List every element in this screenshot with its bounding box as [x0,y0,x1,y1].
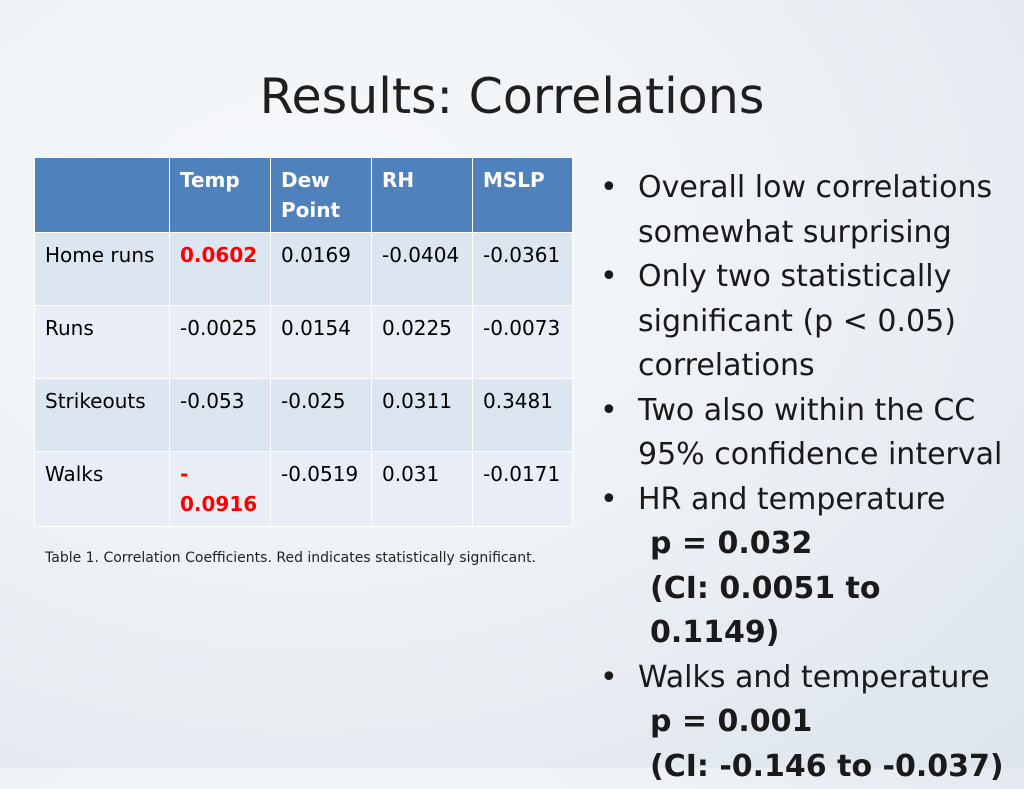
bullet-item: • Two also within the CC 95% confidence … [598,389,1008,478]
bullet-dot-icon: • [600,255,618,300]
bullet-dot-icon: • [600,478,618,523]
table-cell: 0.0169 [271,233,372,306]
bullet-text: Two also within the CC 95% confidence in… [638,393,1002,473]
table-row: Walks - 0.0916 -0.0519 0.031 -0.0171 [35,452,573,527]
table-caption: Table 1. Correlation Coefficients. Red i… [45,550,536,566]
correlation-table-container: Temp Dew Point RH MSLP Home runs 0.0602 … [34,157,573,527]
row-label: Walks [35,452,170,527]
bullet-detail: (CI: -0.146 to -0.037) [598,745,1008,789]
table-cell: -0.0361 [473,233,573,306]
bullet-list: • Overall low correlations somewhat surp… [598,166,1008,789]
table-cell: 0.0154 [271,306,372,379]
bullet-text: Walks and temperature [638,660,990,695]
table-header-cell [35,158,170,233]
correlation-table: Temp Dew Point RH MSLP Home runs 0.0602 … [34,157,573,527]
row-label: Home runs [35,233,170,306]
bullet-detail: p = 0.032 [598,522,1008,567]
table-header-cell: RH [372,158,473,233]
table-row: Runs -0.0025 0.0154 0.0225 -0.0073 [35,306,573,379]
table-cell: -0.053 [170,379,271,452]
table-row: Strikeouts -0.053 -0.025 0.0311 0.3481 [35,379,573,452]
bullet-dot-icon: • [600,389,618,434]
table-header-row: Temp Dew Point RH MSLP [35,158,573,233]
row-label: Strikeouts [35,379,170,452]
bullet-item: • Overall low correlations somewhat surp… [598,166,1008,255]
slide-title: Results: Correlations [0,62,1024,132]
table-cell: 0.0225 [372,306,473,379]
table-cell-significant: 0.0602 [170,233,271,306]
bullet-detail: (CI: 0.0051 to 0.1149) [598,567,1008,656]
table-cell: -0.0025 [170,306,271,379]
bullet-text: Only two statistically significant (p < … [638,259,956,383]
table-header-cell: MSLP [473,158,573,233]
bullet-dot-icon: • [600,656,618,701]
table-row: Home runs 0.0602 0.0169 -0.0404 -0.0361 [35,233,573,306]
table-cell: 0.3481 [473,379,573,452]
bullet-dot-icon: • [600,166,618,211]
table-cell: -0.025 [271,379,372,452]
table-cell: -0.0404 [372,233,473,306]
table-cell: 0.0311 [372,379,473,452]
table-cell: -0.0171 [473,452,573,527]
table-cell: -0.0073 [473,306,573,379]
bullet-detail: p = 0.001 [598,700,1008,745]
bullet-text: HR and temperature [638,482,946,517]
table-header-cell: Dew Point [271,158,372,233]
bullet-item: • Only two statistically significant (p … [598,255,1008,389]
bullet-item: • Walks and temperature [598,656,1008,701]
table-header-cell: Temp [170,158,271,233]
bullet-text: Overall low correlations somewhat surpri… [638,170,992,250]
bullet-item: • HR and temperature [598,478,1008,523]
table-cell: -0.0519 [271,452,372,527]
row-label: Runs [35,306,170,379]
table-cell: 0.031 [372,452,473,527]
table-cell-significant: - 0.0916 [170,452,271,527]
